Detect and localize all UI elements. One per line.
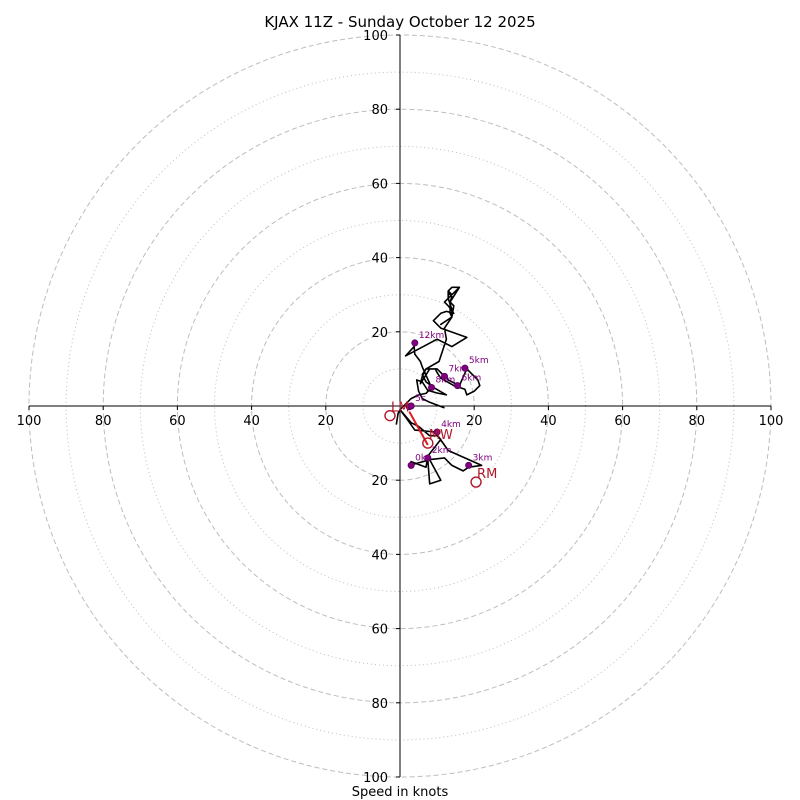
height-marker-label: 8km — [436, 375, 456, 385]
height-marker-label: 4km — [441, 420, 461, 430]
storm-motion-label: LM — [391, 401, 409, 416]
height-marker-label: 5c — [415, 394, 426, 404]
bunkers-shear-vector — [408, 411, 429, 446]
height-marker-label: 3km — [473, 453, 493, 463]
height-marker-label: 0k — [415, 453, 427, 463]
y-tick-label: 60 — [371, 177, 388, 192]
x-tick-label: 80 — [689, 414, 706, 429]
y-tick-label: 100 — [363, 771, 388, 786]
x-tick-label: 20 — [318, 414, 335, 429]
height-marker-point — [407, 461, 415, 469]
x-tick-label: 100 — [17, 414, 42, 429]
storm-motion-group: LM MW RM — [384, 401, 497, 488]
height-marker-label: 6km — [462, 374, 482, 384]
x-tick-label: 60 — [614, 414, 631, 429]
y-tick-label: 20 — [371, 474, 388, 489]
height-marker-label: 2km — [432, 446, 452, 456]
x-tick-label: 60 — [169, 414, 186, 429]
chart-title: KJAX 11Z - Sunday October 12 2025 — [264, 13, 535, 31]
height-marker-point — [424, 454, 432, 462]
x-tick-label: 40 — [540, 414, 557, 429]
x-tick-label: 40 — [243, 414, 260, 429]
y-tick-label: 60 — [371, 623, 388, 638]
shear-vector-group — [408, 411, 429, 446]
height-marker-label: 5km — [469, 356, 489, 366]
height-marker-point — [407, 402, 415, 410]
height-marker-point — [411, 339, 419, 347]
height-marker-label: 7km — [449, 364, 469, 374]
x-tick-label: 100 — [759, 414, 784, 429]
height-marker-point — [461, 364, 469, 372]
y-tick-label: 40 — [371, 548, 388, 563]
height-marker-point — [454, 382, 462, 390]
height-marker-point — [465, 461, 473, 469]
y-tick-label: 20 — [371, 326, 388, 341]
tick-labels: 100 80 60 40 20 20 40 60 80 100 100 80 60 40 20 20 40 60 8… — [17, 29, 784, 786]
height-marker-point — [428, 383, 436, 391]
y-tick-label: 80 — [371, 697, 388, 712]
storm-motion-marker — [384, 409, 396, 422]
x-tick-label: 80 — [95, 414, 112, 429]
x-tick-label: 20 — [466, 414, 483, 429]
height-marker-point — [433, 428, 441, 436]
axes — [29, 35, 771, 777]
y-tick-label: 40 — [371, 252, 388, 267]
y-tick-label: 100 — [363, 29, 388, 44]
x-axis-label: Speed in knots — [352, 785, 449, 800]
height-marker-point — [441, 372, 449, 380]
storm-motion-label: MW — [429, 428, 453, 443]
y-tick-label: 80 — [371, 103, 388, 118]
storm-motion-marker — [422, 437, 434, 449]
storm-motion-label: RM — [477, 467, 497, 482]
height-marker-label: 12km — [419, 331, 444, 341]
storm-motion-marker — [470, 476, 482, 488]
